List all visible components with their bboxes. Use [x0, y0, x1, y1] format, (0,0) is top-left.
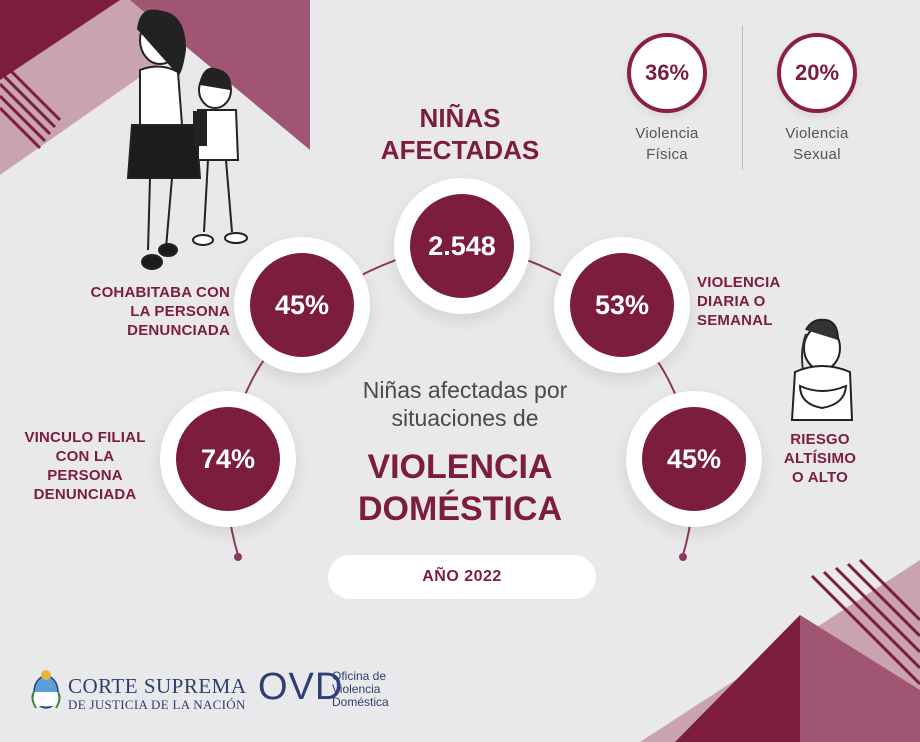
- total-value: 2.548: [410, 194, 514, 298]
- affected-girls-title: NIÑAS AFECTADAS: [380, 103, 540, 165]
- daily-violence-circle: 53%: [554, 237, 690, 373]
- high-risk-value: 45%: [642, 407, 746, 511]
- sexual-violence-value: 20%: [777, 33, 857, 113]
- corner-shape-bottom-right-mid: [800, 615, 920, 742]
- physical-violence-label: Violencia Física: [635, 125, 699, 163]
- arc-end-dot-left: [234, 553, 242, 561]
- coat-of-arms-icon: [31, 670, 61, 709]
- daily-violence-value: 53%: [570, 253, 674, 357]
- corte-suprema-logo-line2: DE JUSTICIA DE LA NACIÓN: [68, 697, 246, 712]
- total-circle: 2.548: [394, 178, 530, 314]
- center-title: VIOLENCIA DOMÉSTICA: [358, 448, 562, 528]
- high-risk-label: RIESGO ALTÍSIMO O ALTO: [783, 431, 857, 486]
- corner-shape-bottom-right-deep: [675, 615, 800, 742]
- filial-bond-value: 74%: [176, 407, 280, 511]
- sexual-violence-label: Violencia Sexual: [785, 125, 849, 163]
- cohabitation-label: COHABITABA CON LA PERSONA DENUNCIADA: [90, 284, 230, 339]
- physical-violence-value: 36%: [627, 33, 707, 113]
- stripes-bottom-right: [810, 558, 920, 686]
- stripes-top-left: [0, 58, 62, 150]
- filial-bond-label: VINCULO FILIAL CON LA PERSONA DENUNCIADA: [24, 429, 146, 503]
- girl-arms-crossed-illustration: [790, 318, 854, 421]
- ovd-logo-abbr: OVD: [258, 666, 344, 708]
- cohabitation-value: 45%: [250, 253, 354, 357]
- ovd-logo-full: Oficina de Violencia Doméstica: [332, 669, 389, 709]
- center-subtitle: Niñas afectadas por situaciones de: [362, 377, 568, 431]
- high-risk-circle: 45%: [626, 391, 762, 527]
- daily-violence-label: VIOLENCIA DIARIA O SEMANAL: [697, 274, 781, 329]
- corner-shape-top-left-deep: [0, 0, 120, 80]
- filial-bond-circle: 74%: [160, 391, 296, 527]
- arc-end-dot-right: [679, 553, 687, 561]
- cohabitation-circle: 45%: [234, 237, 370, 373]
- mother-daughter-illustration: [126, 9, 248, 270]
- year-badge: AÑO 2022: [328, 555, 596, 599]
- corte-suprema-logo-line1: CORTE SUPREMA: [68, 674, 247, 698]
- stats-divider: [742, 26, 743, 170]
